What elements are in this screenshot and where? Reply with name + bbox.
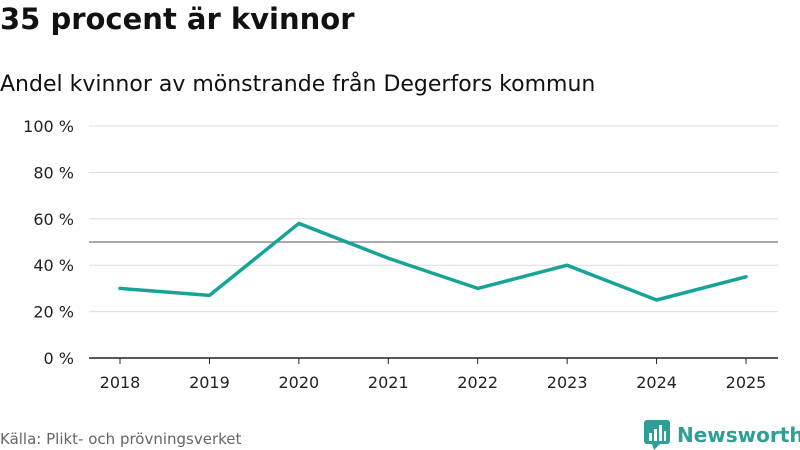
data-point <box>565 263 569 267</box>
bar-chart-logo-icon <box>644 420 670 450</box>
x-tick-label: 2024 <box>636 373 677 392</box>
x-tick-label: 2025 <box>726 373 767 392</box>
y-tick-label: 60 % <box>33 210 74 229</box>
y-tick-label: 20 % <box>33 303 74 322</box>
x-tick-label: 2023 <box>547 373 588 392</box>
x-tick-label: 2020 <box>278 373 319 392</box>
x-tick-label: 2021 <box>368 373 409 392</box>
data-point <box>744 275 748 279</box>
y-tick-label: 40 % <box>33 256 74 275</box>
data-point <box>386 256 390 260</box>
data-point <box>118 286 122 290</box>
line-chart: 0 % 20 % 40 % 60 % 80 % 100 % 2018 2019 2020 2021… <box>23 117 778 392</box>
source-note: Källa: Plikt- och prövningsverket <box>0 430 242 448</box>
data-point <box>476 286 480 290</box>
brand-logo: Newsworthy <box>644 420 800 450</box>
x-tick-label: 2018 <box>100 373 141 392</box>
data-point <box>297 221 301 225</box>
x-tick-label: 2022 <box>457 373 498 392</box>
x-tick-label: 2019 <box>189 373 230 392</box>
chart-title: 35 procent är kvinnor <box>0 2 355 36</box>
y-tick-label: 80 % <box>33 163 74 182</box>
series-line <box>118 221 748 302</box>
data-point <box>655 298 659 302</box>
y-tick-label: 0 % <box>44 349 74 368</box>
data-point <box>207 293 211 297</box>
chart-subtitle: Andel kvinnor av mönstrande från Degerfo… <box>0 72 596 97</box>
y-tick-label: 100 % <box>23 117 74 136</box>
brand-name: Newsworthy <box>677 423 800 447</box>
